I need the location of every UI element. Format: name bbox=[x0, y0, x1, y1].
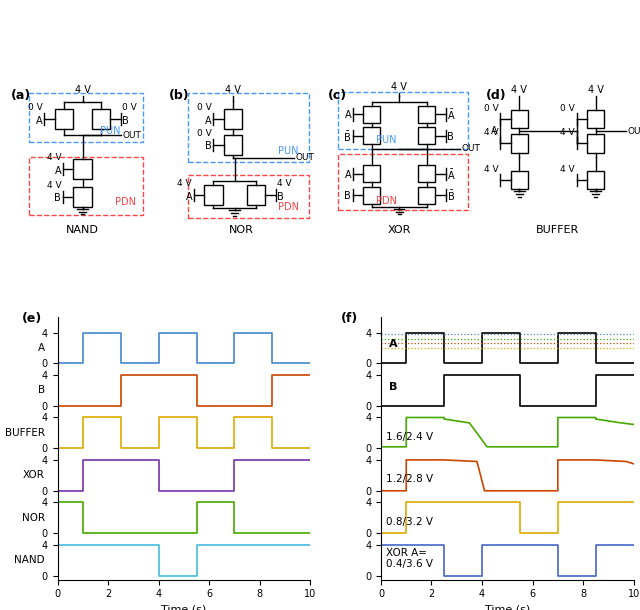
Bar bbox=[224, 135, 243, 155]
Text: (b): (b) bbox=[170, 88, 190, 102]
Text: A: A bbox=[38, 343, 45, 353]
Text: 4 V: 4 V bbox=[391, 82, 407, 92]
Text: 4 V: 4 V bbox=[484, 165, 499, 174]
Text: NOR: NOR bbox=[228, 224, 253, 235]
Text: A: A bbox=[54, 166, 61, 176]
Text: 4 V: 4 V bbox=[225, 85, 241, 95]
Bar bbox=[188, 175, 309, 218]
Bar bbox=[418, 187, 435, 204]
Text: (f): (f) bbox=[340, 312, 358, 325]
Text: B: B bbox=[388, 382, 397, 392]
Text: 4 V: 4 V bbox=[177, 179, 192, 188]
Text: 4 V: 4 V bbox=[561, 128, 575, 137]
Text: A: A bbox=[491, 126, 497, 136]
Text: XOR: XOR bbox=[387, 224, 411, 235]
Bar bbox=[247, 185, 265, 205]
Text: BUFFER: BUFFER bbox=[5, 428, 45, 438]
Text: BUFFER: BUFFER bbox=[536, 224, 579, 235]
Text: 0 V: 0 V bbox=[122, 103, 137, 112]
Text: 0 V: 0 V bbox=[28, 103, 43, 112]
Bar bbox=[204, 185, 223, 205]
Text: B: B bbox=[277, 192, 284, 202]
Bar bbox=[511, 110, 528, 128]
Text: PDN: PDN bbox=[115, 197, 136, 207]
Bar bbox=[587, 134, 604, 152]
Bar bbox=[511, 171, 528, 189]
Bar bbox=[92, 109, 110, 129]
Bar bbox=[587, 171, 604, 189]
Text: $\bar{\rm A}$: $\bar{\rm A}$ bbox=[447, 168, 456, 182]
Text: B: B bbox=[122, 115, 129, 126]
Text: B: B bbox=[38, 386, 45, 395]
Bar bbox=[55, 109, 74, 129]
Bar bbox=[364, 106, 380, 123]
Text: 4 V: 4 V bbox=[561, 165, 575, 174]
Bar bbox=[188, 93, 309, 162]
Bar bbox=[74, 159, 92, 179]
Text: A: A bbox=[186, 192, 192, 202]
Text: (e): (e) bbox=[22, 312, 42, 325]
Text: NOR: NOR bbox=[22, 513, 45, 523]
Text: 0 V: 0 V bbox=[197, 103, 212, 112]
Text: OUT: OUT bbox=[627, 127, 640, 135]
Text: A: A bbox=[388, 339, 397, 349]
Text: PDN: PDN bbox=[278, 202, 299, 212]
Bar bbox=[224, 109, 243, 129]
Text: XOR A=
0.4/3.6 V: XOR A= 0.4/3.6 V bbox=[386, 548, 433, 570]
Text: A: A bbox=[344, 170, 351, 179]
Text: B: B bbox=[54, 193, 61, 203]
Text: A: A bbox=[36, 115, 43, 126]
Text: 4 V: 4 V bbox=[511, 85, 527, 95]
Text: 4 V: 4 V bbox=[588, 85, 604, 95]
Bar bbox=[364, 187, 380, 204]
Text: 1.6/2.4 V: 1.6/2.4 V bbox=[386, 432, 433, 442]
Bar bbox=[418, 165, 435, 182]
Text: (a): (a) bbox=[11, 88, 31, 102]
Text: $\bar{\rm B}$: $\bar{\rm B}$ bbox=[447, 189, 455, 203]
Text: 0 V: 0 V bbox=[560, 104, 575, 113]
Text: B: B bbox=[205, 142, 212, 151]
Bar bbox=[587, 110, 604, 128]
Bar bbox=[74, 187, 92, 207]
Text: PUN: PUN bbox=[100, 126, 120, 136]
Text: $\bar{\rm B}$: $\bar{\rm B}$ bbox=[343, 129, 351, 143]
Text: 0 V: 0 V bbox=[197, 129, 212, 138]
X-axis label: Time (s): Time (s) bbox=[161, 605, 207, 610]
Text: A: A bbox=[205, 115, 212, 126]
Text: NAND: NAND bbox=[14, 555, 45, 565]
Text: 4 V: 4 V bbox=[47, 153, 61, 162]
Bar bbox=[364, 165, 380, 182]
Text: PUN: PUN bbox=[376, 135, 397, 145]
Text: (d): (d) bbox=[486, 88, 506, 102]
Text: OUT: OUT bbox=[122, 131, 141, 140]
Text: 4 V: 4 V bbox=[47, 181, 61, 190]
Text: 0.8/3.2 V: 0.8/3.2 V bbox=[386, 517, 433, 526]
Text: 4 V: 4 V bbox=[277, 179, 292, 188]
Text: B: B bbox=[344, 191, 351, 201]
Text: $\bar{\rm A}$: $\bar{\rm A}$ bbox=[447, 108, 456, 122]
Text: (c): (c) bbox=[328, 88, 347, 102]
Text: A: A bbox=[344, 110, 351, 120]
Bar bbox=[339, 92, 468, 149]
Text: PUN: PUN bbox=[278, 146, 299, 156]
Bar bbox=[29, 93, 143, 142]
Bar bbox=[29, 157, 143, 215]
Text: B: B bbox=[447, 132, 454, 142]
X-axis label: Time (s): Time (s) bbox=[484, 605, 530, 610]
Text: 4 V: 4 V bbox=[484, 128, 499, 137]
Bar bbox=[511, 134, 528, 152]
Bar bbox=[364, 127, 380, 144]
Text: XOR: XOR bbox=[23, 470, 45, 480]
Bar bbox=[339, 154, 468, 210]
Text: OUT: OUT bbox=[296, 153, 314, 162]
Text: OUT: OUT bbox=[461, 144, 481, 153]
Text: NAND: NAND bbox=[66, 224, 99, 235]
Text: 0 V: 0 V bbox=[484, 104, 499, 113]
Text: PDN: PDN bbox=[376, 196, 397, 206]
Text: 1.2/2.8 V: 1.2/2.8 V bbox=[386, 474, 433, 484]
Bar bbox=[418, 106, 435, 123]
Bar bbox=[418, 127, 435, 144]
Text: 4 V: 4 V bbox=[75, 85, 90, 95]
